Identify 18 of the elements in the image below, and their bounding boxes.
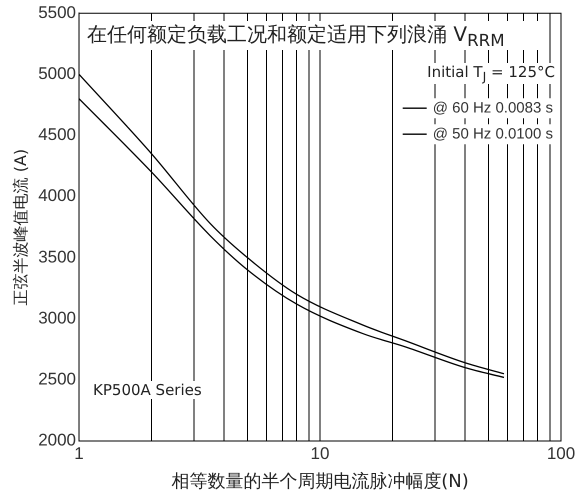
x-tick-label: 10 [310, 444, 330, 463]
x-axis-title: 相等数量的半个周期电流脉冲幅度(N) [171, 470, 469, 492]
y-tick-label: 3500 [38, 247, 76, 266]
y-tick-label: 5500 [38, 2, 76, 22]
annotation: 在任何额定负载工况和额定适用下列浪涌 V$_{RRM}$ [87, 21, 539, 50]
y-tick-label: 2500 [38, 370, 76, 389]
x-tick-label: 1 [74, 444, 84, 463]
legend-label: @ 60 Hz 0.0083 s [432, 99, 554, 116]
annotation: KP500A Series [93, 381, 202, 399]
y-tick-label: 2000 [38, 430, 76, 450]
x-tick-label: 100 [546, 444, 576, 463]
y-axis-title: 正弦半波峰值电流 (A) [10, 148, 30, 306]
y-tick-label: 4000 [38, 186, 76, 206]
y-tick-label: 5000 [38, 64, 76, 83]
legend-label: @ 50 Hz 0.0100 s [432, 125, 554, 142]
annotation: Initial T$_{J}$ = 125°C [427, 63, 555, 84]
y-tick-label: 3000 [38, 308, 76, 328]
y-tick-label: 4500 [38, 125, 76, 144]
